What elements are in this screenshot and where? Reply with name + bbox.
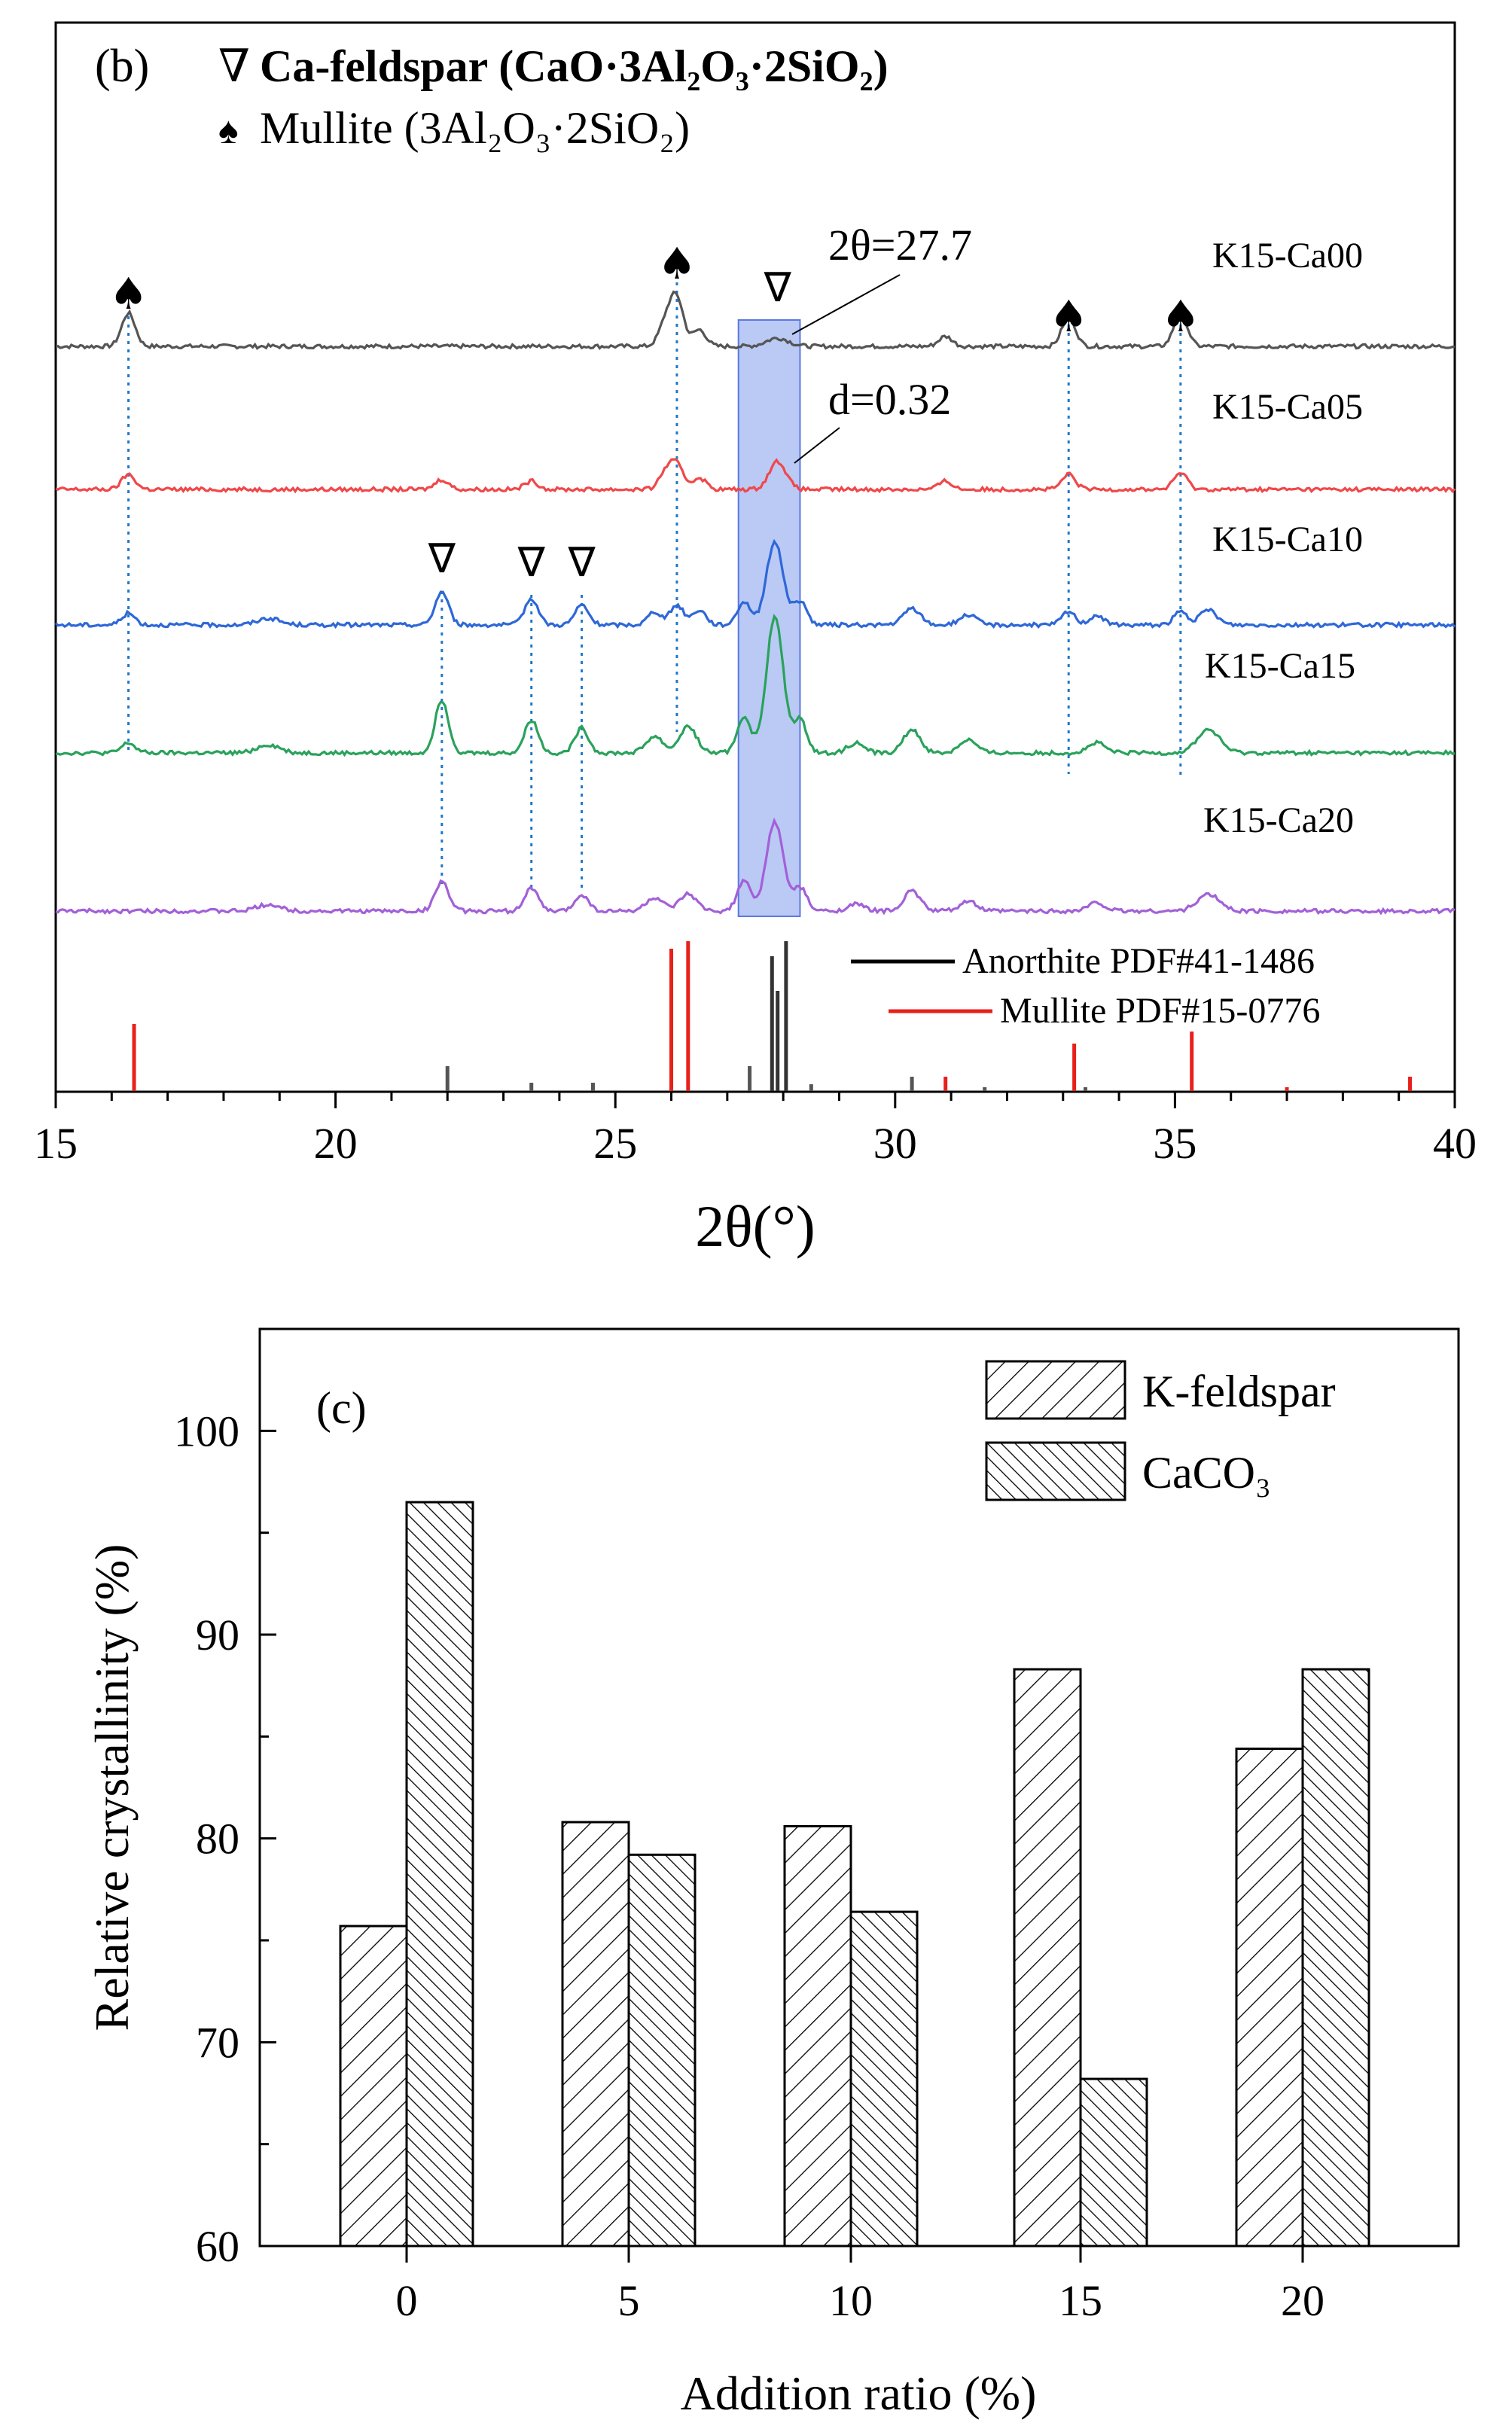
bar-caco3-15 <box>1079 2077 1148 2248</box>
legend-mullite-symbol: ♠ <box>218 109 239 151</box>
bar-kfeldspar-0 <box>339 1925 408 2248</box>
panel-label-c: (c) <box>316 1383 367 1433</box>
legend-kfeldspar-label: K-feldspar <box>1142 1367 1336 1416</box>
xrd-x-tick-label: 40 <box>1433 1119 1477 1168</box>
bar-caco3-20 <box>1301 1668 1370 2248</box>
bar-axes: 60 70 80 90 100 0 5 10 15 20 <box>174 1327 1325 2325</box>
series-label-ca20: K15-Ca20 <box>1203 800 1354 840</box>
xrd-pattern-k15-ca20 <box>55 817 1456 916</box>
highlight-band <box>737 319 801 917</box>
bar-y-tick-label: 60 <box>196 2222 239 2271</box>
bar-x-tick-label: 0 <box>396 2276 418 2325</box>
xrd-x-tick-label: 25 <box>593 1119 637 1168</box>
cafeldspar-marker: ∇ <box>764 264 792 311</box>
legend-cafeldspar-symbol: ∇ <box>218 41 250 91</box>
series-label-ca05: K15-Ca05 <box>1212 387 1363 427</box>
bar-y-tick-label: 70 <box>196 2018 239 2067</box>
xrd-pattern-k15-ca15 <box>55 614 1456 757</box>
bar-caco3-5 <box>627 1853 697 2248</box>
bar-caco3-0 <box>405 1501 474 2248</box>
bar-x-tick-label: 15 <box>1059 2276 1102 2325</box>
cafeldspar-marker: ∇ <box>517 538 546 586</box>
mullite-marker: ♠ <box>1049 291 1088 342</box>
xrd-x-tick-label: 15 <box>34 1119 78 1168</box>
ref-legend-mullite: Mullite PDF#15-0776 <box>1000 991 1320 1031</box>
bar-x-tick-label: 20 <box>1281 2276 1325 2325</box>
bar-x-tick-label: 10 <box>829 2276 873 2325</box>
cafeldspar-marker: ∇ <box>568 538 596 586</box>
crystallinity-panel: 60 70 80 90 100 0 5 10 15 20 (c) K-feldspar CaCO₃… <box>85 1327 1460 2420</box>
ref-legend-anorthite: Anorthite PDF#41-1486 <box>962 941 1315 981</box>
bar-kfeldspar-5 <box>561 1821 630 2248</box>
annotation-d-spacing-leader <box>794 427 840 464</box>
series-label-ca10: K15-Ca10 <box>1212 520 1363 559</box>
xrd-pattern-k15-ca05 <box>55 458 1456 494</box>
mullite-marker: ♠ <box>1161 291 1200 342</box>
peak-markers: ♠ ♠ ♠ ♠ ∇ ∇ ∇ ∇ <box>109 238 1200 586</box>
xrd-patterns <box>54 290 1456 916</box>
series-label-ca15: K15-Ca15 <box>1205 646 1355 686</box>
legend-cafeldspar-text: Ca-feldspar (CaO·3Al₂O₃·2SiO₂) <box>260 41 889 91</box>
bar-y-tick-label: 80 <box>196 1815 239 1864</box>
legend-mullite-text: Mullite (3Al₂O₃·2SiO₂) <box>260 103 690 153</box>
xrd-pattern-k15-ca10 <box>54 538 1456 629</box>
xrd-x-tick-label: 30 <box>873 1119 917 1168</box>
annotation-two-theta: 2θ=27.7 <box>828 221 972 270</box>
bar-x-axis-title: Addition ratio (%) <box>681 2366 1037 2420</box>
xrd-plot-frame <box>54 21 1456 1093</box>
series-label-ca00: K15-Ca00 <box>1212 236 1363 276</box>
xrd-pattern-k15-ca00 <box>55 290 1456 351</box>
bars <box>339 1501 1370 2248</box>
annotation-two-theta-leader <box>791 274 901 335</box>
panel-label-b: (b) <box>95 41 149 92</box>
mullite-marker: ♠ <box>109 268 148 319</box>
mullite-marker: ♠ <box>657 238 697 289</box>
bar-caco3-10 <box>849 1910 919 2248</box>
legend-kfeldspar-swatch <box>985 1360 1126 1420</box>
bar-x-tick-label: 5 <box>618 2276 640 2325</box>
bar-kfeldspar-20 <box>1235 1748 1304 2248</box>
cafeldspar-marker: ∇ <box>428 535 456 582</box>
bar-y-tick-label: 100 <box>174 1406 239 1455</box>
bar-y-axis-title: Relative crystallinity (%) <box>85 1544 139 2031</box>
xrd-x-tick-label: 35 <box>1153 1119 1196 1168</box>
marker-guide-lines <box>127 282 1182 888</box>
bar-kfeldspar-10 <box>783 1824 852 2248</box>
bar-kfeldspar-15 <box>1013 1668 1082 2248</box>
legend-caco3-label: CaCO₃ <box>1142 1448 1271 1498</box>
xrd-x-axis: 15 20 25 30 35 40 <box>34 1092 1477 1168</box>
xrd-x-tick-label: 20 <box>314 1119 358 1168</box>
annotation-d-spacing: d=0.32 <box>828 375 951 424</box>
xrd-x-axis-title: 2θ(°) <box>695 1193 815 1259</box>
legend-caco3-swatch <box>985 1441 1126 1501</box>
reference-lines <box>132 941 1413 1091</box>
xrd-panel: 15 20 25 30 35 40 ♠ ♠ ♠ ♠ ∇ ∇ ∇ ∇ (b) ∇ Ca-feldspar … <box>34 21 1477 1259</box>
bar-y-tick-label: 90 <box>196 1611 239 1659</box>
